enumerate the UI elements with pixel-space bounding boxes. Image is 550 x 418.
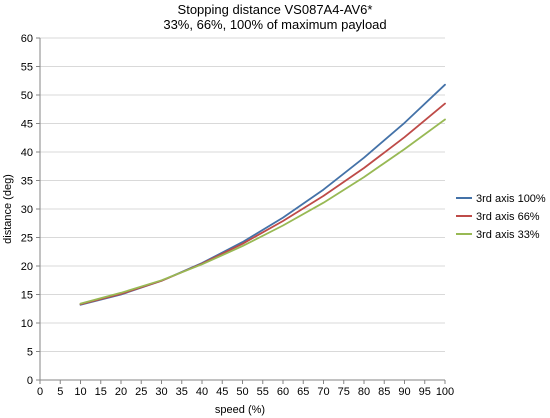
y-tick-label: 25 [21,233,33,245]
x-tick-label: 25 [135,386,147,398]
x-tick-label: 65 [297,386,309,398]
y-tick-label: 10 [21,318,33,330]
axes [36,37,446,384]
legend-label: 3rd axis 66% [476,211,540,223]
legend-label: 3rd axis 33% [476,229,540,241]
y-tick-label: 0 [27,375,33,387]
x-tick-label: 80 [358,386,370,398]
x-tick-label: 5 [57,386,63,398]
x-tick-label: 75 [338,386,350,398]
y-tick-label: 40 [21,147,33,159]
y-tick-label: 30 [21,204,33,216]
y-tick-label: 55 [21,62,33,74]
x-tick-label: 15 [95,386,107,398]
y-tick-label: 35 [21,176,33,188]
x-tick-label: 85 [378,386,390,398]
legend: 3rd axis 100% 3rd axis 66% 3rd axis 33% [456,193,546,241]
x-tick-label: 70 [317,386,329,398]
series-line-2 [79,102,446,306]
x-tick-label: 20 [115,386,127,398]
x-tick-label: 95 [419,386,431,398]
x-tick-label: 45 [216,386,228,398]
chart-title: Stopping distance VS087A4-AV6* [178,2,373,17]
x-tick-label: 30 [155,386,167,398]
series-lines [79,83,446,306]
y-tick-label: 20 [21,261,33,273]
x-tick-label: 10 [74,386,86,398]
y-tick-label: 45 [21,119,33,131]
series-line-3 [79,118,446,305]
x-tick-label: 60 [277,386,289,398]
y-tick-label: 50 [21,90,33,102]
y-tick-label: 60 [21,33,33,45]
x-tick-label: 0 [37,386,43,398]
x-tick-label: 55 [257,386,269,398]
x-tick-label: 100 [436,386,454,398]
x-tick-label: 90 [398,386,410,398]
x-tick-label: 35 [176,386,188,398]
series-line-1 [79,83,446,306]
y-tick-label: 5 [27,347,33,359]
x-tick-label: 50 [236,386,248,398]
legend-label: 3rd axis 100% [476,193,546,205]
tick-labels: 0 5 10 15 20 25 30 35 40 45 50 55 60 0 5 10 15 20 25 30 35 40… [21,33,454,398]
grid [40,37,445,352]
x-tick-label: 40 [196,386,208,398]
chart-subtitle: 33%, 66%, 100% of maximum payload [163,17,386,32]
y-axis-label: distance (deg) [2,174,14,244]
y-tick-label: 15 [21,290,33,302]
x-axis-label: speed (%) [215,404,265,416]
